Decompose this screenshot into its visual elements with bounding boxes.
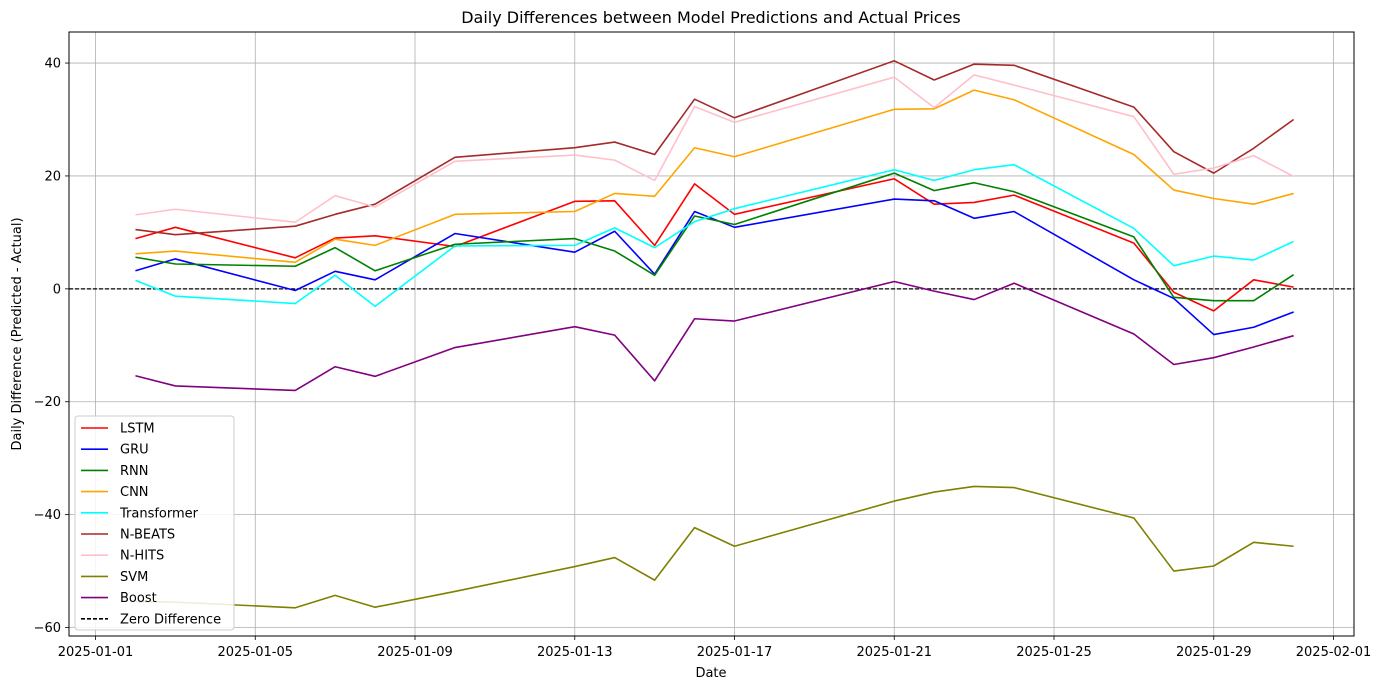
y-tick-label: 0 [53, 282, 61, 297]
x-tick-label: 2025-01-01 [58, 645, 134, 660]
x-tick-label: 2025-01-25 [1016, 645, 1092, 660]
series-line-n-beats [135, 59, 1295, 236]
series-layer [135, 59, 1295, 609]
x-tick-label: 2025-01-13 [537, 645, 613, 660]
y-tick-label: −60 [34, 621, 61, 636]
series-line-transformer [135, 163, 1294, 308]
plot-area [68, 31, 1355, 637]
legend-label: N-HITS [120, 549, 164, 564]
series-line-rnn [135, 172, 1295, 302]
series-line-boost [135, 280, 1294, 392]
series-line-cnn [135, 89, 1294, 264]
x-tick-label: 2025-01-29 [1176, 645, 1252, 660]
series-line-n-hits [135, 74, 1294, 224]
legend-label: GRU [120, 443, 149, 458]
x-axis-label: Date [695, 666, 726, 681]
legend-label: Zero Difference [120, 612, 221, 627]
legend-label: SVM [120, 570, 148, 585]
y-axis-label: Daily Difference (Predicted - Actual) [10, 217, 25, 450]
legend-label: Transformer [119, 506, 199, 521]
series-line-lstm [135, 177, 1294, 312]
legend-label: RNN [120, 464, 148, 479]
y-tick-label: −20 [34, 395, 61, 410]
legend-label: Boost [120, 591, 157, 606]
y-tick-label: −40 [34, 508, 61, 523]
series-line-svm [135, 485, 1294, 609]
x-tick-label: 2025-01-09 [377, 645, 453, 660]
legend-box [74, 415, 235, 631]
x-tick-label: 2025-01-21 [856, 645, 932, 660]
series-line-gru [135, 198, 1294, 336]
legend: LSTM GRU RNN CNN Transformer N-BEATS N-HITS SVM… [74, 415, 235, 631]
x-tick-label: 2025-01-17 [697, 645, 773, 660]
legend-label: N-BEATS [120, 528, 175, 543]
legend-label: CNN [120, 485, 149, 500]
x-tick-label: 2025-01-05 [217, 645, 293, 660]
legend-label: LSTM [120, 422, 155, 437]
y-tick-label: 20 [44, 169, 61, 184]
chart-title: Daily Differences between Model Predicti… [461, 8, 961, 27]
grid [69, 32, 1354, 636]
axes: 2025-01-01 2025-01-05 2025-01-09 2025-01-13… [34, 57, 1372, 660]
y-tick-label: 40 [44, 57, 61, 72]
x-tick-label: 2025-02-01 [1296, 645, 1372, 660]
